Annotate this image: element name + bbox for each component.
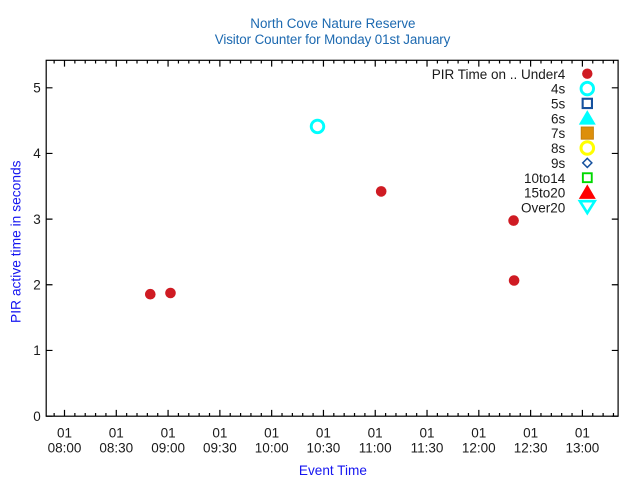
svg-text:08:00: 08:00 — [48, 440, 82, 455]
svg-text:01: 01 — [523, 425, 538, 440]
svg-text:01: 01 — [109, 425, 124, 440]
svg-text:11:00: 11:00 — [359, 440, 392, 455]
svg-text:PIR active time in seconds: PIR active time in seconds — [8, 160, 23, 323]
svg-text:6s: 6s — [551, 111, 566, 126]
svg-text:01: 01 — [57, 425, 72, 440]
svg-text:2: 2 — [33, 278, 41, 293]
svg-text:4s: 4s — [551, 82, 566, 97]
svg-text:10:30: 10:30 — [307, 440, 341, 455]
svg-text:01: 01 — [575, 425, 590, 440]
svg-text:13:00: 13:00 — [566, 440, 600, 455]
svg-text:3: 3 — [33, 212, 41, 227]
svg-text:09:00: 09:00 — [151, 440, 185, 455]
svg-text:Over20: Over20 — [521, 201, 565, 216]
svg-text:Event Time: Event Time — [299, 463, 367, 478]
svg-text:10:00: 10:00 — [255, 440, 289, 455]
svg-text:4: 4 — [33, 146, 41, 161]
svg-text:01: 01 — [212, 425, 227, 440]
svg-text:5: 5 — [33, 81, 41, 96]
svg-text:7s: 7s — [551, 126, 566, 141]
svg-text:PIR Time on .. Under4: PIR Time on .. Under4 — [432, 67, 566, 82]
svg-text:01: 01 — [316, 425, 331, 440]
svg-text:10to14: 10to14 — [524, 171, 566, 186]
svg-text:1: 1 — [33, 343, 41, 358]
svg-text:01: 01 — [368, 425, 383, 440]
svg-text:01: 01 — [419, 425, 434, 440]
svg-text:12:30: 12:30 — [514, 440, 548, 455]
svg-text:01: 01 — [264, 425, 279, 440]
svg-text:12:00: 12:00 — [462, 440, 496, 455]
svg-text:11:30: 11:30 — [411, 440, 444, 455]
svg-text:0: 0 — [33, 409, 41, 424]
svg-text:15to20: 15to20 — [524, 186, 565, 201]
svg-text:9s: 9s — [551, 156, 566, 171]
svg-text:08:30: 08:30 — [99, 440, 133, 455]
svg-text:09:30: 09:30 — [203, 440, 237, 455]
svg-text:01: 01 — [471, 425, 486, 440]
svg-text:01: 01 — [161, 425, 176, 440]
svg-text:8s: 8s — [551, 141, 566, 156]
svg-text:North Cove Nature Reserve: North Cove Nature Reserve — [250, 16, 415, 31]
svg-text:5s: 5s — [551, 97, 566, 112]
svg-text:Visitor Counter for Monday 01s: Visitor Counter for Monday 01st January — [215, 32, 451, 47]
